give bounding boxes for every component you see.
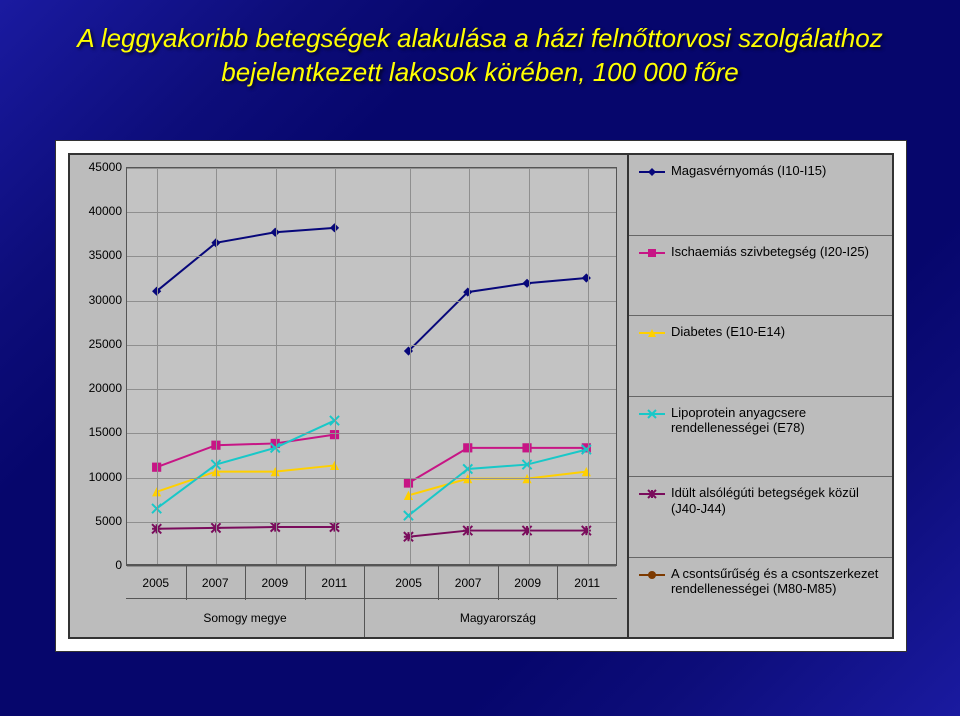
x-axis: 2005 2007 2009 2011 2005 2007 2009 2011 Somogy … bbox=[126, 565, 617, 637]
legend-label: Magasvérnyomás (I10-I15) bbox=[671, 163, 884, 179]
x-tick-year: 2011 bbox=[574, 576, 600, 590]
y-tick: 35000 bbox=[70, 248, 122, 262]
y-tick: 0 bbox=[70, 558, 122, 572]
plot-column: 0 5000 10000 15000 20000 25000 30000 35000 40000… bbox=[70, 155, 627, 637]
x-tick-year: 2011 bbox=[321, 576, 347, 590]
legend-marker-icon bbox=[639, 568, 665, 582]
x-axis-groups: Somogy megye Magyarország bbox=[126, 598, 617, 637]
legend-marker-icon bbox=[639, 246, 665, 260]
slide-title: A leggyakoribb betegségek alakulása a há… bbox=[40, 22, 920, 90]
chart-panel: 0 5000 10000 15000 20000 25000 30000 35000 40000… bbox=[55, 140, 907, 652]
legend-item: A csontsűrűség és a csontszerkezet rende… bbox=[629, 557, 892, 638]
y-tick: 30000 bbox=[70, 293, 122, 307]
x-tick-year: 2009 bbox=[261, 576, 288, 590]
x-tick-year: 2007 bbox=[202, 576, 229, 590]
y-tick: 25000 bbox=[70, 337, 122, 351]
x-tick-year: 2009 bbox=[514, 576, 541, 590]
legend-label: Ischaemiás szivbetegség (I20-I25) bbox=[671, 244, 884, 260]
legend-marker-icon bbox=[639, 487, 665, 501]
y-tick: 40000 bbox=[70, 204, 122, 218]
legend-label: A csontsűrűség és a csontszerkezet rende… bbox=[671, 566, 884, 597]
legend-item: Diabetes (E10-E14) bbox=[629, 315, 892, 396]
y-tick: 5000 bbox=[70, 514, 122, 528]
legend-marker-icon bbox=[639, 407, 665, 421]
legend-label: Lipoprotein anyagcsere rendellenességei … bbox=[671, 405, 884, 436]
chart-inner: 0 5000 10000 15000 20000 25000 30000 35000 40000… bbox=[68, 153, 894, 639]
plot-area bbox=[126, 167, 617, 565]
legend-item: Ischaemiás szivbetegség (I20-I25) bbox=[629, 235, 892, 316]
legend-item: Magasvérnyomás (I10-I15) bbox=[629, 155, 892, 235]
plot-svg bbox=[127, 168, 616, 564]
x-tick-group: Somogy megye bbox=[203, 611, 286, 625]
x-tick-year: 2005 bbox=[142, 576, 169, 590]
legend-marker-icon bbox=[639, 165, 665, 179]
slide: A leggyakoribb betegségek alakulása a há… bbox=[0, 0, 960, 716]
y-tick: 45000 bbox=[70, 160, 122, 174]
x-tick-group: Magyarország bbox=[460, 611, 536, 625]
legend: Magasvérnyomás (I10-I15) Ischaemiás szivb… bbox=[627, 155, 892, 637]
legend-item: Idült alsólégúti betegségek közül (J40-J… bbox=[629, 476, 892, 557]
legend-item: Lipoprotein anyagcsere rendellenességei … bbox=[629, 396, 892, 477]
x-tick-year: 2005 bbox=[395, 576, 422, 590]
legend-marker-icon bbox=[639, 326, 665, 340]
y-tick: 15000 bbox=[70, 425, 122, 439]
y-tick: 20000 bbox=[70, 381, 122, 395]
x-tick-year: 2007 bbox=[455, 576, 482, 590]
legend-label: Diabetes (E10-E14) bbox=[671, 324, 884, 340]
y-tick: 10000 bbox=[70, 470, 122, 484]
x-axis-years: 2005 2007 2009 2011 2005 2007 2009 2011 bbox=[126, 565, 617, 600]
legend-label: Idült alsólégúti betegségek közül (J40-J… bbox=[671, 485, 884, 516]
